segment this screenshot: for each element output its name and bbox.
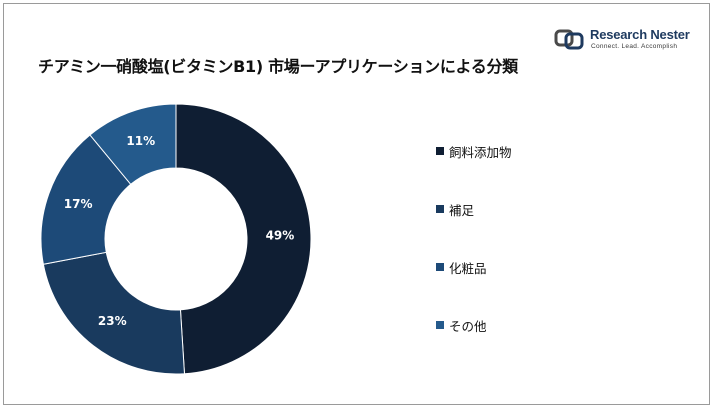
legend-label-2: 補足 xyxy=(449,202,475,218)
data-label-3: 17% xyxy=(64,197,93,211)
legend-swatch-3 xyxy=(436,263,444,271)
legend-item-3: 化粧品 xyxy=(436,259,487,276)
legend-item-2: 補足 xyxy=(436,201,475,218)
legend-label-1: 飼料添加物 xyxy=(449,144,512,160)
donut-slice-1 xyxy=(175,103,312,375)
donut-slice-2 xyxy=(42,251,186,375)
legend-label-3: 化粧品 xyxy=(449,260,487,276)
legend-swatch-2 xyxy=(436,205,444,213)
data-label-2: 23% xyxy=(98,314,127,328)
legend-swatch-4 xyxy=(436,321,444,329)
brand-name: Research Nester xyxy=(590,27,690,42)
legend-label-4: その他 xyxy=(449,318,487,334)
chart-title: チアミン一硝酸塩(ビタミンB1) 市場ーアプリケーションによる分類 xyxy=(38,57,518,76)
brand-logo: Research Nester Connect. Lead. Accomplis… xyxy=(554,26,690,54)
brand-logo-icon xyxy=(554,29,584,50)
donut-slice-4 xyxy=(89,103,177,185)
legend-swatch-1 xyxy=(436,147,444,155)
data-label-4: 11% xyxy=(126,134,155,148)
data-label-1: 49% xyxy=(266,229,295,243)
legend-item-1: 飼料添加物 xyxy=(436,143,512,160)
brand-tagline: Connect. Lead. Accomplish xyxy=(591,43,678,50)
legend-item-4: その他 xyxy=(436,317,487,334)
